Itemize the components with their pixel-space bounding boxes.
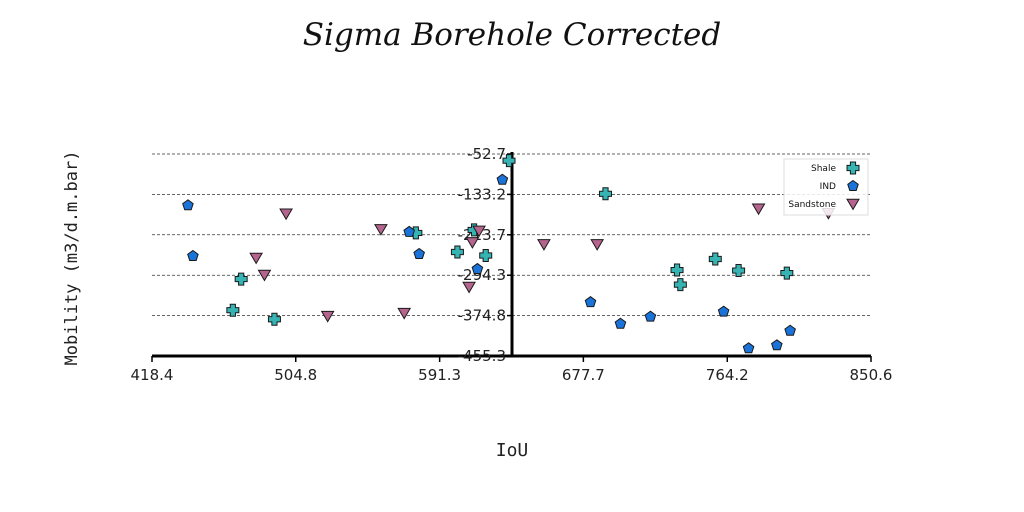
- ind-point: [784, 324, 796, 336]
- x-tick-label: 418.4: [131, 366, 174, 384]
- legend-label-ind: IND: [820, 182, 836, 192]
- x-tick-label: 504.8: [274, 366, 317, 384]
- legend: Shale IND Sandstone: [783, 158, 869, 216]
- x-axis-label: IoU: [496, 440, 529, 461]
- legend-label-shale: Shale: [811, 164, 836, 174]
- sandstone-point: [462, 281, 476, 294]
- ind-point: [614, 317, 627, 329]
- axes: [151, 152, 872, 362]
- y-tick-label: -52.7: [467, 145, 506, 163]
- shale-point: [670, 263, 684, 277]
- sandstone-point: [751, 203, 766, 216]
- sandstone-point: [590, 239, 605, 251]
- x-tick-label: 677.7: [562, 366, 605, 384]
- sandstone-point: [374, 224, 388, 236]
- shale-point: [673, 278, 687, 292]
- sandstone-point: [465, 237, 480, 249]
- y-tick-label: -294.3: [458, 266, 506, 284]
- ind-point: [644, 310, 657, 322]
- y-tick-label: -374.8: [458, 307, 506, 325]
- data-points: [182, 154, 836, 354]
- legend-marker-shale: [846, 161, 860, 175]
- x-tick-label: 764.2: [706, 366, 749, 384]
- y-tick-label: -455.3: [458, 347, 506, 365]
- x-tick-label: 591.3: [418, 366, 461, 384]
- x-tick-label: 850.6: [850, 366, 893, 384]
- shale-point: [502, 154, 516, 168]
- ind-point: [187, 249, 199, 261]
- shale-point: [450, 245, 464, 259]
- sandstone-point: [472, 225, 486, 238]
- sandstone-point: [249, 252, 264, 265]
- shale-point: [732, 264, 746, 278]
- sandstone-point: [537, 239, 551, 251]
- ind-point: [717, 305, 730, 317]
- shale-point: [234, 272, 248, 286]
- shale-point: [267, 312, 281, 326]
- sandstone-point: [257, 269, 272, 282]
- ind-point: [471, 262, 484, 274]
- y-tick-label: -133.2: [458, 185, 506, 203]
- y-axis-label: Mobility (m3/d.m.bar): [62, 151, 82, 366]
- shale-point: [708, 252, 722, 266]
- ind-point: [413, 247, 425, 259]
- ind-point: [771, 339, 783, 351]
- ind-point: [403, 225, 416, 237]
- legend-marker-ind: [847, 179, 859, 191]
- legend-marker-sandstone: [846, 198, 860, 211]
- ind-point: [496, 173, 509, 185]
- ind-point: [182, 199, 194, 211]
- ind-point: [742, 342, 755, 354]
- chart-title: Sigma Borehole Corrected: [303, 17, 721, 53]
- sandstone-point: [397, 307, 412, 320]
- tick-labels: 418.4 504.8 591.3 677.7 764.2 850.6 -52.7 -133.…: [131, 145, 893, 384]
- shale-point: [598, 187, 612, 201]
- shale-point: [780, 266, 794, 280]
- legend-label-sandstone: Sandstone: [788, 200, 836, 210]
- shale-point: [479, 249, 493, 263]
- sandstone-point: [279, 208, 293, 221]
- shale-point: [226, 303, 240, 317]
- ind-point: [584, 296, 597, 308]
- sandstone-point: [320, 310, 335, 323]
